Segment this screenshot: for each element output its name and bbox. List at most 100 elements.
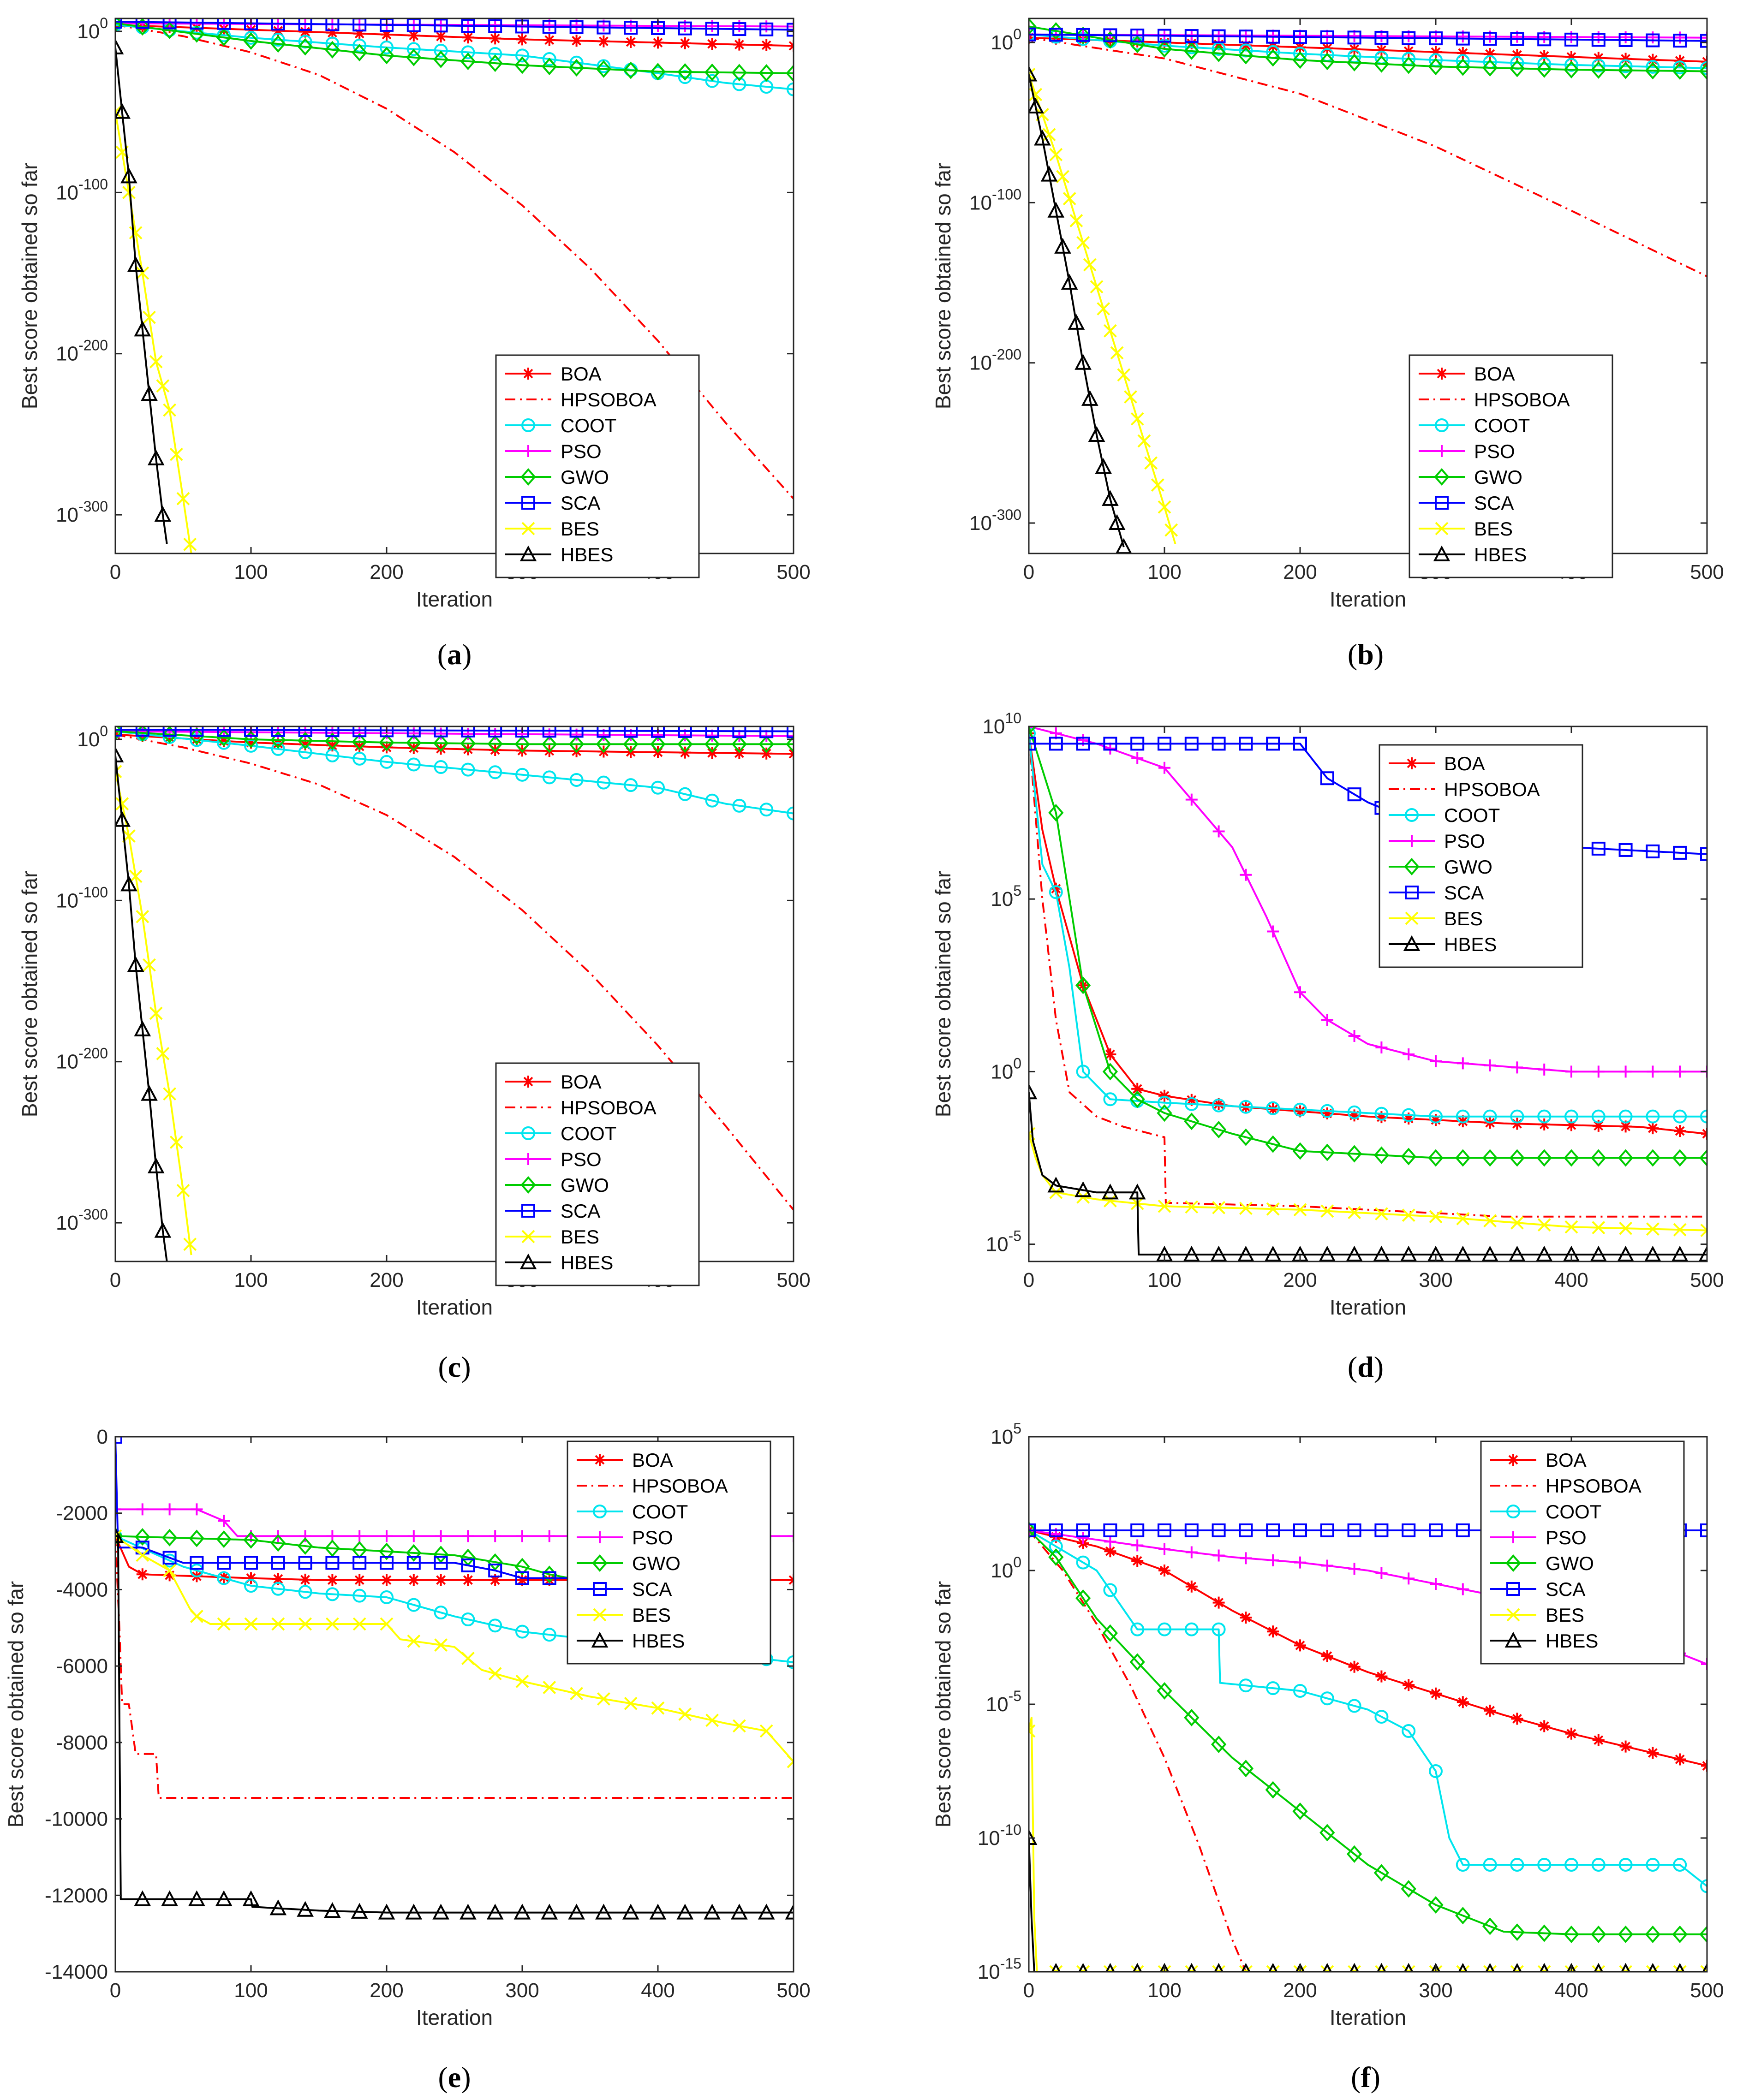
boa-marker [594,1454,606,1466]
gwo-marker [1157,1682,1172,1700]
legend-label: PSO [1444,830,1485,852]
y-tick-label: 105 [991,1420,1021,1448]
sca-marker [162,18,177,30]
bes-marker [169,447,183,461]
boa-marker [597,35,610,48]
sca-marker [1646,844,1660,858]
gwo-marker [487,1553,503,1571]
bes-marker [176,492,190,506]
bes-marker [1158,1199,1171,1213]
hbes-marker [120,875,137,892]
sca-marker [488,19,502,33]
coot-marker [1673,1109,1687,1124]
sca-marker [1130,737,1145,751]
sca-marker [624,21,638,35]
bes-marker [115,1529,122,1543]
caption-paren: ) [461,2061,471,2094]
bes-marker [1158,1965,1171,1972]
bes-marker [1103,1194,1117,1208]
boa-marker [435,743,447,755]
legend-label: PSO [1546,1527,1587,1548]
series-line-hbes [1029,74,1125,547]
sca-marker [1374,30,1389,45]
x-tick-label: 500 [776,1979,810,2002]
boa-marker [1619,53,1632,65]
sca-marker [1429,31,1443,46]
coot-marker [1212,1098,1226,1112]
bes-marker [678,1707,692,1721]
coot-marker [1506,1505,1520,1518]
bes-marker [1506,1608,1520,1622]
bes-marker [1076,236,1090,250]
tick-base: 10 [991,1060,1013,1083]
boa-marker [381,741,393,754]
pso-marker [1348,1563,1361,1575]
boa-marker [543,1574,555,1586]
tick-base: 10 [969,512,992,535]
pso-marker [788,1530,794,1542]
sca-marker [461,726,475,738]
gwo-marker [592,1554,608,1572]
bes-marker [1374,1207,1388,1221]
boa-marker [1647,54,1659,66]
x-tick-label: 300 [1419,1979,1452,2002]
pso-marker [1294,986,1306,999]
chart-panel-e: 0 100 200 300 400 500 0 -2000 -4000 -6000 -8000 -10… [4,1426,811,2094]
pso-marker [353,1530,366,1542]
panel-caption: (b) [1348,638,1384,671]
bes-marker [1537,1218,1551,1232]
y-axis-label: Best score obtained so far [931,1581,955,1827]
coot-marker [515,767,529,782]
gwo-marker [1373,1864,1390,1882]
series-line-hbes [115,755,168,1261]
legend-box [1409,354,1613,578]
gwo-marker [1319,1824,1335,1842]
hbes-marker [269,1899,287,1916]
bes-marker [1483,1214,1497,1228]
sca-marker [1700,847,1707,861]
x-tick-label: 300 [1419,1269,1452,1291]
gwo-marker [1346,54,1362,71]
y-tick-label: -10000 [45,1808,108,1831]
gwo-marker [1211,1735,1227,1754]
hbes-marker [1237,1245,1254,1261]
hbes-marker [1319,1245,1336,1261]
legend-label: COOT [561,1123,616,1144]
pso-marker [1456,1583,1469,1595]
pso-marker [1375,1567,1388,1579]
coot-marker [380,40,394,54]
y-tick-label: 0 [97,1426,108,1448]
legend-label: HBES [1546,1630,1598,1652]
bes-marker [1185,1200,1199,1214]
bes-marker [759,1724,773,1738]
y-tick-label: 105 [991,882,1021,910]
gwo-marker [1618,1149,1634,1167]
bes-marker [129,869,143,883]
plot-frame [114,1436,794,1973]
bes-marker [129,226,143,240]
boa-marker [1538,50,1551,62]
boa-marker [163,1569,176,1582]
hbes-marker [1671,1245,1689,1261]
bes-marker [515,1674,529,1688]
hbes-marker [1433,545,1450,561]
pso-marker [1701,31,1707,44]
coot-marker [1320,1104,1334,1118]
gwo-marker [487,54,503,72]
bes-marker [1673,1965,1687,1972]
bes-marker [176,1184,190,1197]
hbes-marker [1108,514,1126,530]
sca-marker [325,726,340,738]
hbes-marker [513,1904,531,1920]
pso-marker [407,1530,420,1542]
gwo-marker [1699,1925,1707,1943]
boa-marker [1240,1612,1252,1624]
gwo-marker [189,727,205,745]
sca-marker [406,18,421,32]
legend-label: HBES [1474,544,1527,565]
gwo-marker [1564,1149,1579,1167]
pso-marker [1647,1065,1659,1078]
coot-marker [271,33,285,47]
y-tick-label: 100 [77,723,108,751]
sca-marker [1347,1523,1361,1537]
